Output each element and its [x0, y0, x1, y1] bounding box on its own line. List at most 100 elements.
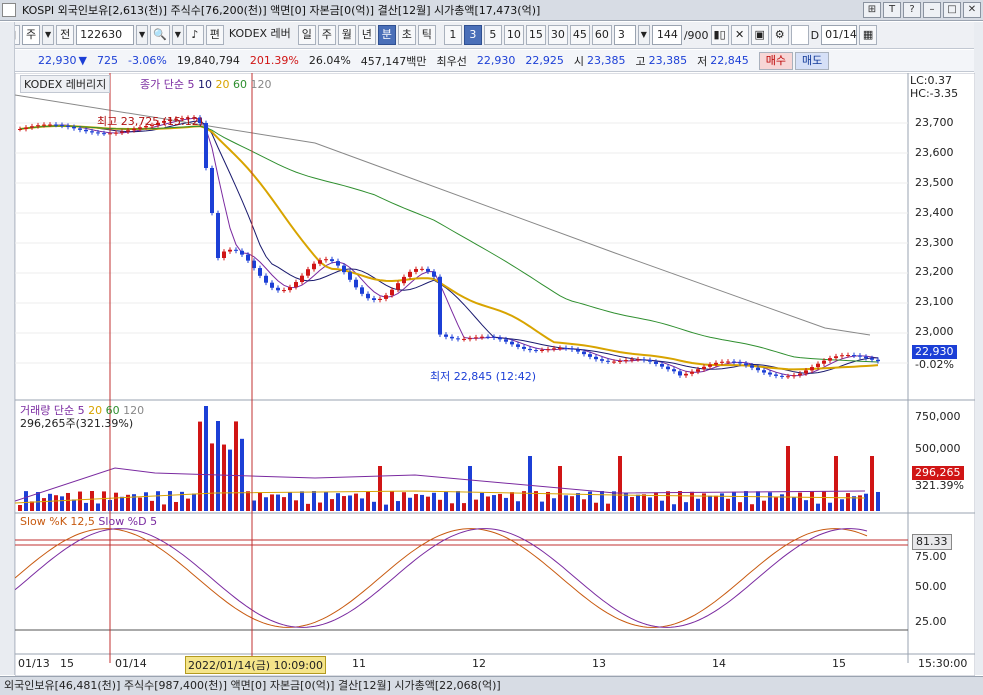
- stock-name-tag: KODEX 레버리지: [24, 78, 107, 91]
- candle-body: [120, 131, 124, 133]
- period-second[interactable]: 초: [397, 25, 416, 45]
- interval-45[interactable]: 45: [569, 25, 590, 45]
- window-option-icon[interactable]: ⊞: [863, 2, 881, 18]
- volume-bar: [570, 496, 574, 511]
- date-input[interactable]: 01/14: [821, 25, 858, 45]
- interval-5[interactable]: 5: [483, 25, 502, 45]
- ytick: 23,700: [915, 116, 954, 129]
- xtick: 15: [832, 657, 846, 670]
- candle-body: [828, 358, 832, 361]
- candle-body: [660, 363, 664, 367]
- volume-bar: [486, 496, 490, 511]
- edit-button[interactable]: 편: [205, 25, 224, 45]
- interval-60[interactable]: 60: [591, 25, 612, 45]
- calendar-icon[interactable]: ▦: [859, 25, 878, 45]
- candle-body: [270, 282, 274, 288]
- window-help-icon[interactable]: ?: [903, 2, 921, 18]
- candle-body: [126, 130, 130, 132]
- chart-canvas[interactable]: [15, 73, 975, 676]
- candle-body: [84, 129, 88, 132]
- candle-body: [588, 354, 592, 357]
- candle-body: [168, 119, 172, 121]
- stock-code-input[interactable]: 122630: [76, 25, 135, 45]
- price-panel-title[interactable]: KODEX 레버리지: [20, 75, 111, 93]
- volume-bar: [126, 494, 130, 511]
- candle-body: [420, 268, 424, 270]
- close-icon[interactable]: ✕: [963, 2, 981, 18]
- window-pin-icon[interactable]: T: [883, 2, 901, 18]
- candle-body: [156, 122, 160, 126]
- volume-bar: [606, 503, 610, 511]
- stoch-current-tag: 81.33: [912, 534, 952, 550]
- window-menu-icon[interactable]: [2, 3, 16, 17]
- ma-legend-120: 120: [250, 78, 272, 91]
- candle-body: [552, 348, 556, 350]
- volume-bar: [654, 492, 658, 511]
- volume-bar: [210, 443, 214, 511]
- volume-bar: [72, 499, 76, 511]
- xtick: 15:30:00: [918, 657, 968, 670]
- left-drawing-toolbar[interactable]: [0, 22, 15, 675]
- candle-body: [750, 365, 754, 368]
- gear-icon[interactable]: ⚙: [770, 25, 789, 45]
- candle-body: [708, 364, 712, 367]
- volume-bar: [306, 503, 310, 511]
- search-icon[interactable]: 🔍: [150, 25, 170, 45]
- volume-bar: [636, 494, 640, 511]
- sell-button[interactable]: 매도: [795, 51, 830, 70]
- buy-button[interactable]: 매수: [758, 51, 794, 70]
- chevron-down-icon[interactable]: ▼: [42, 25, 55, 45]
- right-scroll-strip[interactable]: [974, 22, 983, 675]
- interval-input[interactable]: 3: [613, 25, 636, 45]
- count-input[interactable]: 144: [651, 25, 682, 45]
- candle-body: [684, 373, 688, 376]
- interval-3[interactable]: 3: [463, 25, 482, 45]
- bar-icon[interactable]: ▮▯: [710, 25, 729, 45]
- volume-bar: [594, 502, 598, 511]
- period-day[interactable]: 일: [297, 25, 316, 45]
- volume-bar: [186, 498, 190, 511]
- period-tick[interactable]: 틱: [417, 25, 436, 45]
- period-minute[interactable]: 분: [377, 25, 396, 45]
- candle-body: [870, 358, 874, 360]
- volume-bar: [30, 501, 34, 511]
- maximize-icon[interactable]: □: [943, 2, 961, 18]
- candle-body: [606, 360, 610, 362]
- volume-bar: [804, 500, 808, 511]
- crosshair-icon[interactable]: ✕: [730, 25, 749, 45]
- interval-10[interactable]: 10: [503, 25, 524, 45]
- candle-body: [42, 124, 46, 126]
- chevron-down-icon[interactable]: ▼: [171, 25, 184, 45]
- candle-body: [372, 298, 376, 300]
- interval-15[interactable]: 15: [525, 25, 546, 45]
- period-week[interactable]: 주: [317, 25, 336, 45]
- interval-1[interactable]: 1: [443, 25, 462, 45]
- period-month[interactable]: 월: [337, 25, 356, 45]
- volume-bar: [162, 504, 166, 511]
- minimize-icon[interactable]: –: [923, 2, 941, 18]
- candle-body: [330, 259, 334, 262]
- volume-bar: [816, 503, 820, 511]
- candle-body: [90, 131, 94, 133]
- period-select[interactable]: 주: [22, 25, 41, 45]
- candle-body: [162, 120, 166, 123]
- period-year[interactable]: 년: [357, 25, 376, 45]
- candle-body: [810, 367, 814, 371]
- volume-bar: [408, 497, 412, 511]
- interval-30[interactable]: 30: [547, 25, 568, 45]
- volume-bar: [54, 495, 58, 511]
- chevron-down-icon[interactable]: ▼: [136, 25, 149, 45]
- low-label: 저: [697, 54, 708, 68]
- stoch-ytick: 50.00: [915, 580, 947, 593]
- candle-body: [678, 371, 682, 376]
- candle-body: [414, 269, 418, 272]
- prev-button[interactable]: 전: [56, 25, 75, 45]
- candle-body: [54, 124, 58, 126]
- speaker-icon[interactable]: ♪: [185, 25, 204, 45]
- stoch-ytick: 75.00: [915, 550, 947, 563]
- chevron-down-icon[interactable]: ▼: [637, 25, 650, 45]
- save-icon[interactable]: ▣: [750, 25, 769, 45]
- candle-body: [276, 287, 280, 291]
- date-checkbox[interactable]: [790, 25, 809, 45]
- volume-bar: [582, 499, 586, 511]
